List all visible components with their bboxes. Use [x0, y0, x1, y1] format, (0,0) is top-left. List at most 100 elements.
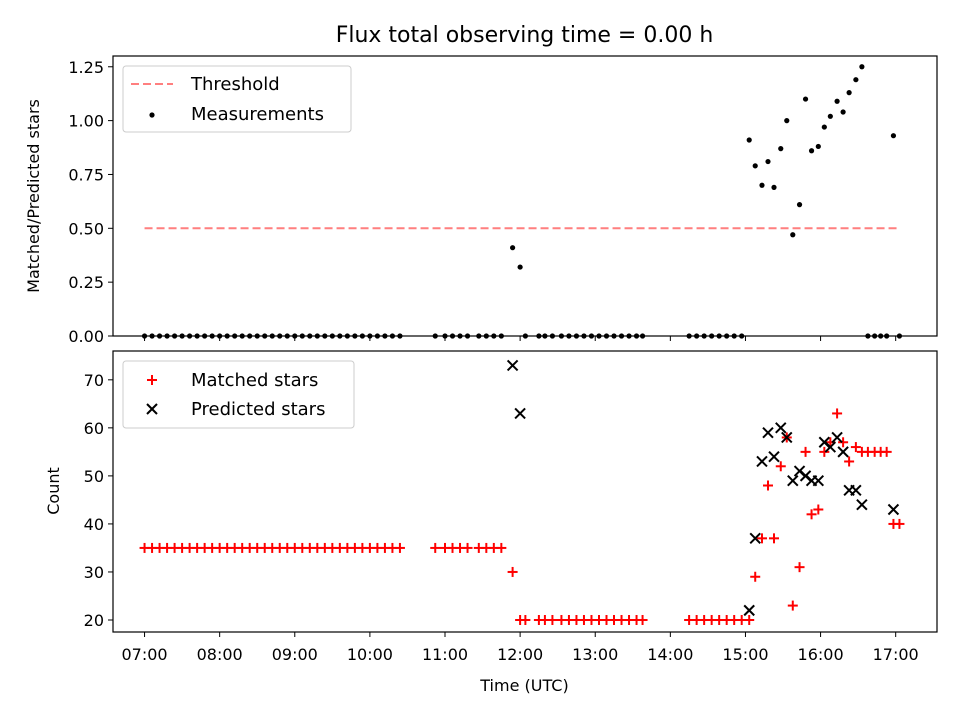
measurement-point [752, 163, 758, 169]
bottom-y-ticks: 20 30 40 50 60 70 [84, 371, 113, 630]
bottom-x-tick-label: 10:00 [347, 645, 393, 664]
matched-star-marker [769, 533, 780, 544]
bottom-panel: 20 30 40 50 60 70 07:00 08:00 09:00 10:00 11:00 12… [44, 350, 938, 695]
top-y-tick-label: 1.00 [68, 112, 104, 131]
bottom-y-tick-label: 60 [84, 419, 104, 438]
matched-star-marker [838, 437, 849, 448]
predicted-star-marker [787, 474, 799, 487]
matched-star-marker [844, 456, 855, 467]
matched-star-marker [894, 518, 905, 529]
predicted-star-marker [514, 407, 526, 420]
predicted-star-marker [831, 431, 843, 444]
measurement-point [778, 146, 784, 152]
measurement-point [827, 113, 833, 119]
matched-star-marker [832, 408, 843, 419]
matched-star-marker [819, 446, 830, 457]
measurement-point [746, 137, 752, 143]
legend-threshold-label: Threshold [190, 74, 280, 95]
bottom-x-tick-label: 11:00 [422, 645, 468, 664]
measurement-point [821, 124, 827, 130]
top-legend: Threshold Measurements [122, 65, 352, 133]
top-y-ticks: 0.00 0.25 0.50 0.75 1.00 1.25 [68, 58, 113, 346]
top-y-tick-label: 0.50 [68, 219, 104, 238]
bottom-legend-box [122, 360, 355, 429]
predicted-star-marker [856, 499, 868, 511]
measurement-point [834, 98, 840, 104]
measurement-point [840, 109, 846, 115]
bottom-x-tick-label: 13:00 [572, 645, 618, 664]
measurement-point [765, 158, 771, 165]
measurement-point [771, 184, 777, 190]
matched-star-marker [794, 562, 805, 573]
bottom-legend: Matched stars Predicted stars [122, 360, 355, 429]
bottom-x-tick-label: 16:00 [798, 645, 844, 664]
predicted-star-markers [506, 359, 900, 617]
matched-star-marker [496, 542, 507, 553]
matched-star-marker [637, 614, 648, 625]
legend-matched-label: Matched stars [191, 370, 318, 391]
top-y-tick-label: 1.25 [68, 58, 104, 77]
predicted-star-marker [768, 450, 780, 463]
bottom-y-tick-label: 70 [84, 371, 104, 390]
matched-star-marker [520, 614, 531, 625]
top-legend-box [122, 65, 352, 133]
matched-star-marker [750, 571, 761, 582]
predicted-star-marker [762, 426, 774, 439]
bottom-x-tick-label: 15:00 [722, 645, 768, 664]
bottom-x-tick-label: 12:00 [497, 645, 543, 664]
top-y-tick-label: 0.00 [68, 327, 104, 346]
matched-star-marker [813, 504, 824, 515]
measurement-point [808, 148, 815, 154]
predicted-star-marker [887, 503, 900, 516]
measurement-point [853, 77, 859, 83]
matched-star-marker [756, 533, 767, 544]
bottom-y-tick-label: 20 [84, 611, 104, 630]
top-panel: 0.00 0.25 0.50 0.75 1.00 1.25 Matched/Predict… [24, 55, 938, 346]
x-axis-label: Time (UTC) [479, 676, 568, 695]
matched-star-marker [507, 566, 518, 577]
matched-star-marker [462, 542, 473, 553]
top-axes-frame [112, 55, 938, 337]
matched-star-marker [744, 614, 755, 625]
measurement-point [790, 232, 796, 238]
measurement-point [796, 202, 803, 208]
matched-star-marker [800, 446, 811, 457]
bottom-y-tick-label: 30 [84, 563, 104, 582]
measurement-point [890, 133, 897, 139]
measurement-point [759, 182, 765, 188]
matched-star-marker [775, 461, 786, 472]
matched-star-markers [139, 408, 905, 625]
bottom-y-tick-label: 40 [84, 515, 104, 534]
matched-star-marker [762, 480, 773, 491]
measurement-point [802, 96, 809, 102]
predicted-star-marker [837, 446, 849, 458]
legend-matched-swatch [147, 375, 157, 385]
bottom-x-ticks: 07:00 08:00 09:00 10:00 11:00 12:00 13:00 14:00… [121, 632, 919, 664]
bottom-x-tick-label: 08:00 [197, 645, 243, 664]
matched-star-marker [430, 542, 441, 553]
predicted-star-marker [743, 604, 755, 617]
predicted-star-marker [775, 422, 787, 434]
predicted-star-marker [756, 455, 768, 468]
measurement-point [815, 143, 821, 150]
top-y-tick-label: 0.75 [68, 165, 104, 184]
predicted-star-marker [749, 532, 761, 545]
bottom-y-axis-label: Count [44, 467, 63, 515]
legend-predicted-swatch [146, 403, 158, 415]
bottom-x-tick-label: 17:00 [873, 645, 919, 664]
matched-star-marker [787, 600, 798, 611]
predicted-star-marker [506, 359, 519, 372]
matched-star-marker [394, 542, 405, 553]
legend-measurements-label: Measurements [191, 104, 324, 125]
legend-measurements-swatch [149, 112, 155, 118]
bottom-x-tick-label: 14:00 [647, 645, 693, 664]
matched-star-marker [547, 614, 558, 625]
measurement-point [859, 64, 865, 70]
measurement-point [510, 245, 516, 251]
predicted-star-marker [824, 441, 837, 453]
predicted-star-marker [812, 474, 825, 487]
measurement-point [846, 90, 852, 96]
measurement-point [784, 118, 790, 124]
matched-star-marker [881, 446, 892, 457]
